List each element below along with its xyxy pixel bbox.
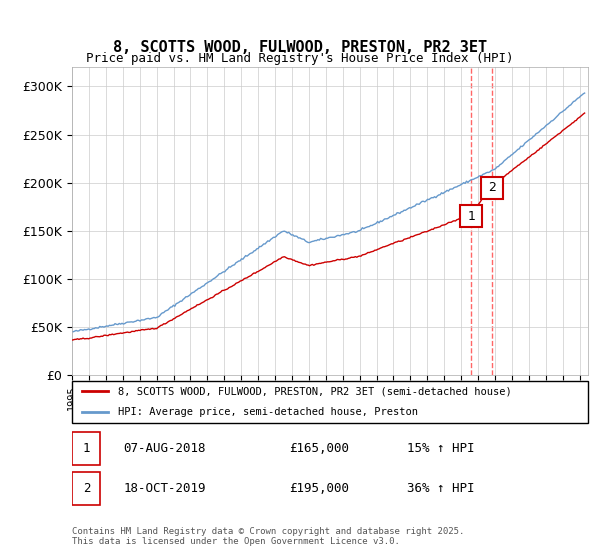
Text: 1: 1 [467, 210, 475, 223]
Text: 2: 2 [488, 181, 496, 194]
Text: 8, SCOTTS WOOD, FULWOOD, PRESTON, PR2 3ET: 8, SCOTTS WOOD, FULWOOD, PRESTON, PR2 3E… [113, 40, 487, 55]
Text: 2: 2 [83, 482, 90, 495]
Text: 36% ↑ HPI: 36% ↑ HPI [407, 482, 475, 495]
Text: Price paid vs. HM Land Registry's House Price Index (HPI): Price paid vs. HM Land Registry's House … [86, 52, 514, 66]
Text: 07-AUG-2018: 07-AUG-2018 [124, 442, 206, 455]
Text: £165,000: £165,000 [289, 442, 349, 455]
Text: Contains HM Land Registry data © Crown copyright and database right 2025.
This d: Contains HM Land Registry data © Crown c… [72, 526, 464, 546]
FancyBboxPatch shape [72, 432, 100, 465]
Text: 8, SCOTTS WOOD, FULWOOD, PRESTON, PR2 3ET (semi-detached house): 8, SCOTTS WOOD, FULWOOD, PRESTON, PR2 3E… [118, 386, 512, 396]
FancyBboxPatch shape [72, 381, 588, 423]
Text: £195,000: £195,000 [289, 482, 349, 495]
Text: 18-OCT-2019: 18-OCT-2019 [124, 482, 206, 495]
FancyBboxPatch shape [72, 472, 100, 505]
Text: 1: 1 [83, 442, 90, 455]
Text: 15% ↑ HPI: 15% ↑ HPI [407, 442, 475, 455]
Text: HPI: Average price, semi-detached house, Preston: HPI: Average price, semi-detached house,… [118, 407, 418, 417]
